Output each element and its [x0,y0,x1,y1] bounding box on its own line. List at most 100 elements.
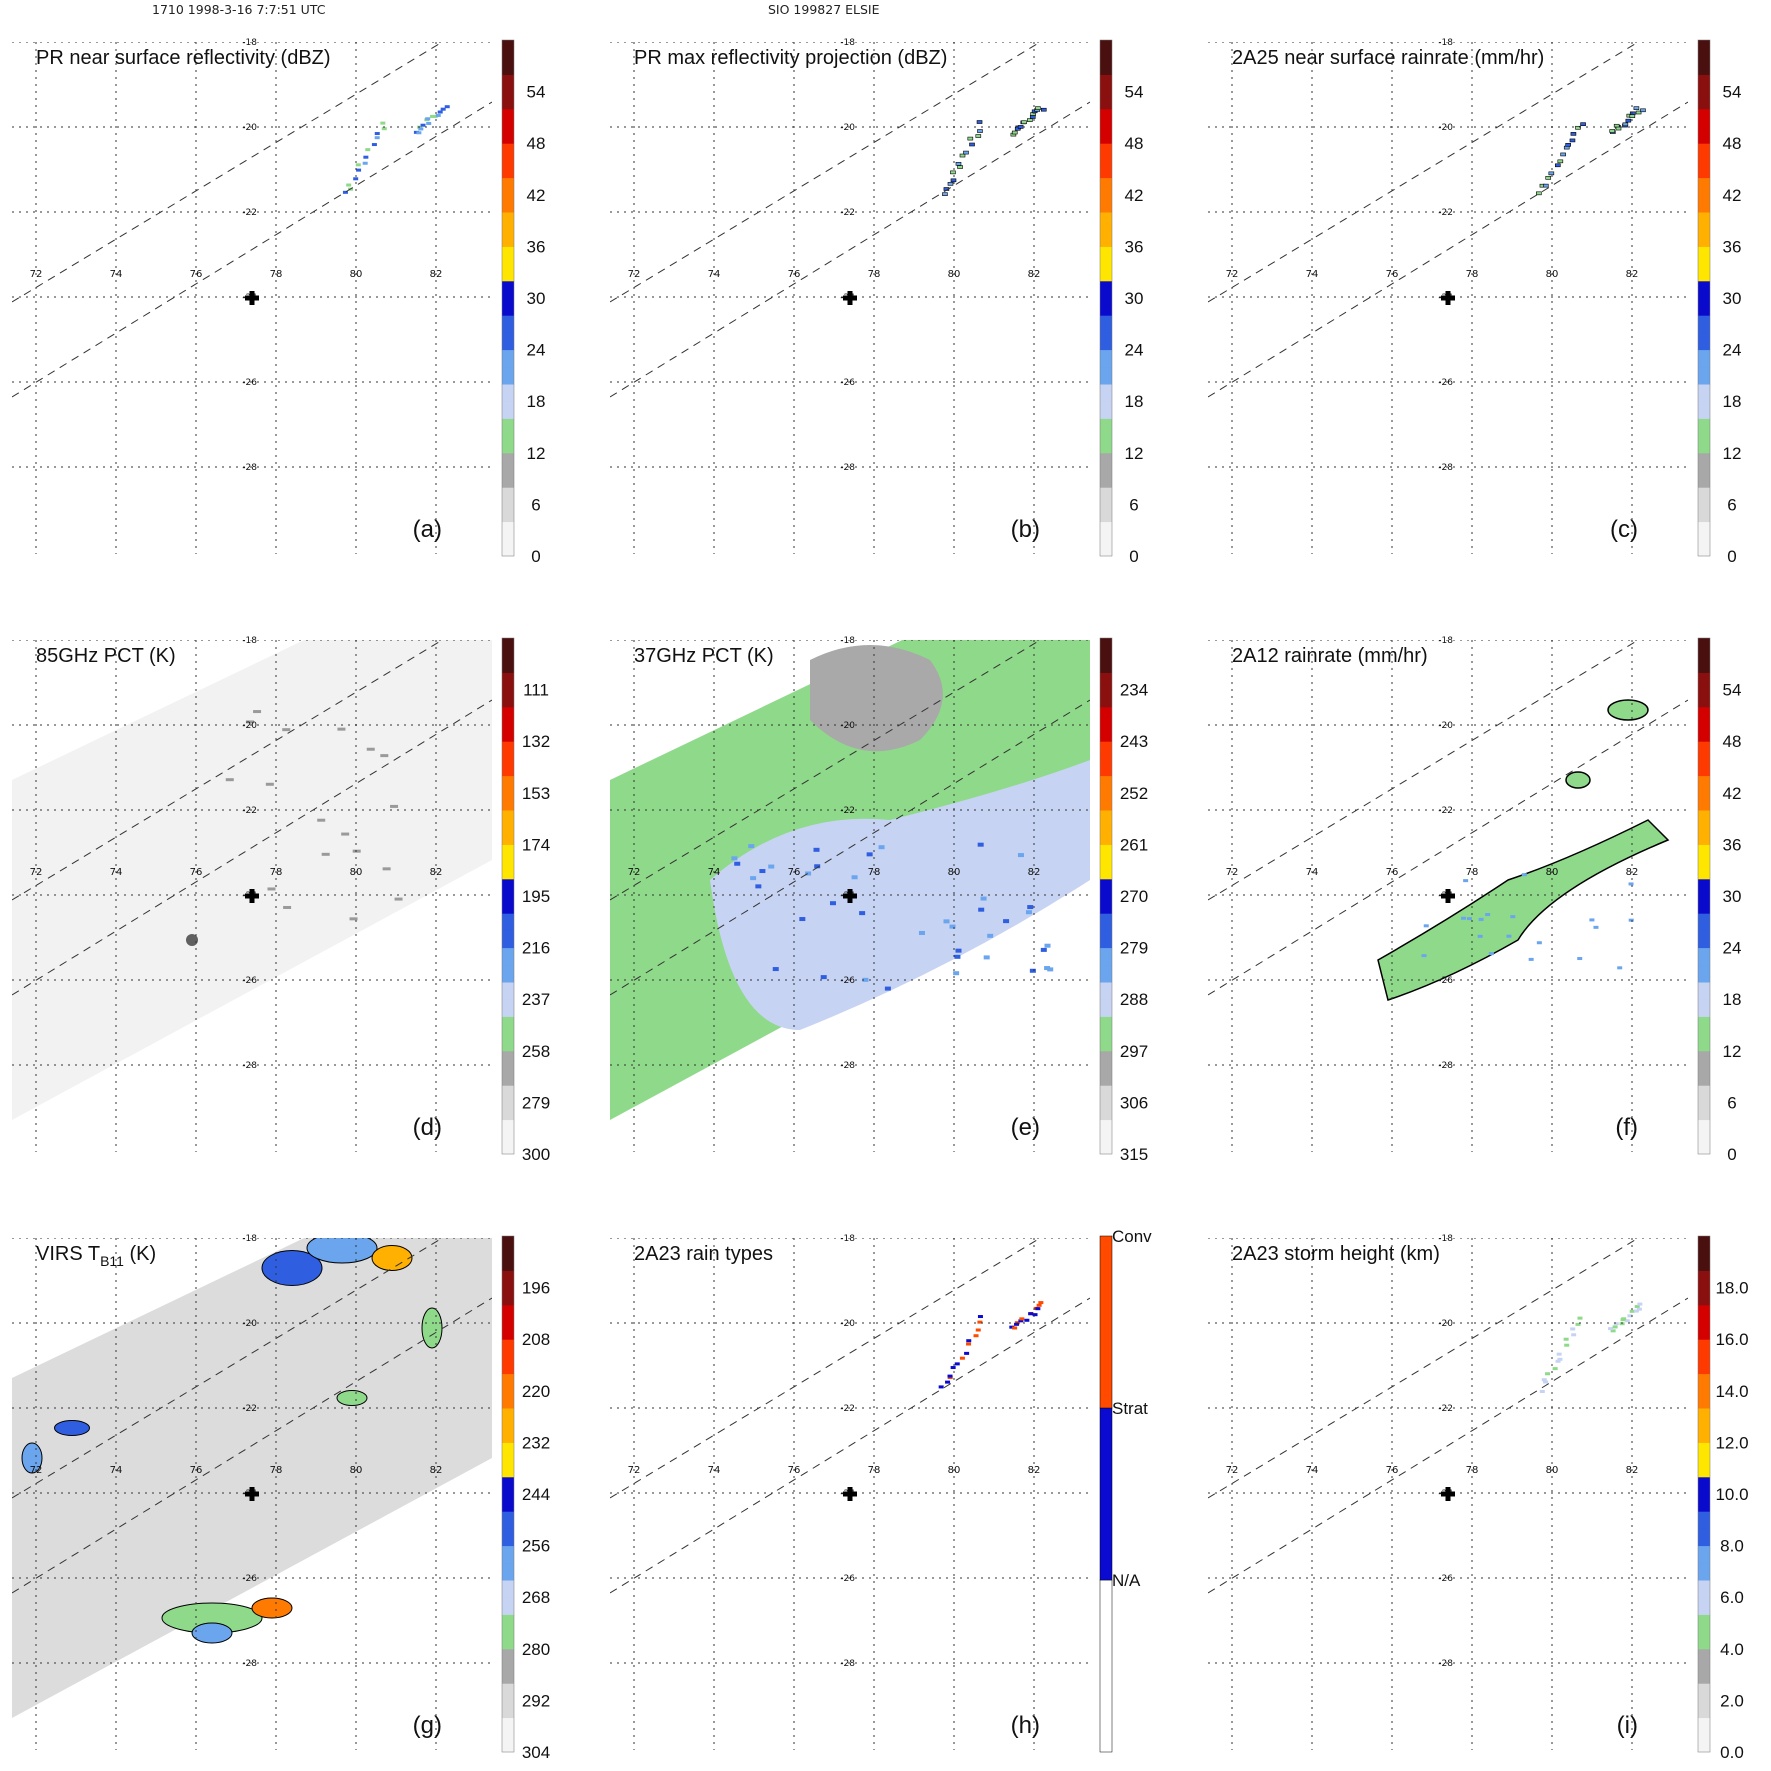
colorbar-tick-label: 24 [1723,341,1742,360]
lon-tick-label: 72 [628,867,641,878]
colorbar-segment [1100,470,1112,488]
colorbar-segment [502,1408,514,1426]
rain-pixel [878,845,885,850]
lat-tick-label: -22 [1438,806,1453,816]
cold-pixel [380,754,389,758]
colorbar-segment [1698,315,1710,333]
colorbar-segment [502,982,514,1000]
storm-center-cross-icon [1441,291,1455,305]
colorbar-segment [1698,1683,1710,1701]
colorbar-segment [502,143,514,161]
rain-pixel [851,875,858,880]
colorbar-segment [1100,332,1112,351]
colorbar-segment [1698,1119,1710,1138]
colorbar-segment [1698,366,1710,385]
echo-pixel [365,148,371,152]
colorbar-segment [1698,280,1710,299]
colorbar-tick-label: 288 [1120,990,1148,1009]
echo-pixel [1027,118,1033,122]
colorbar-segment [502,1631,514,1650]
colorbar-segment [502,896,514,914]
echo-pixel [429,114,435,118]
echo-pixel [425,117,431,121]
echo-pixel [1545,176,1552,180]
rain-pixel [1488,952,1494,956]
colorbar-segment [502,177,514,196]
storm-center-cross-icon [245,1487,259,1501]
lat-tick-label: -22 [840,806,855,816]
colorbar-segment [502,160,514,179]
colorbar-segment [1100,844,1112,863]
rain-pixel [978,907,985,912]
rain-pixel [943,919,950,924]
colorbar-segment [1099,1579,1113,1753]
echo-pixel [381,127,387,131]
colorbar-segment [1698,177,1710,196]
echo-pixel [977,129,983,133]
echo-pixel [1542,183,1549,188]
rain-pixel [884,986,891,991]
colorbar-segment [502,1050,514,1069]
colorbar-tick-label: 18.0 [1715,1279,1748,1298]
rain-pixel [1628,882,1634,886]
colorbar-segment [502,298,514,316]
cold-pixel [317,818,326,822]
rain-pixel [1029,968,1036,973]
colorbar-segment [1100,435,1112,454]
rain-pixel [1506,934,1512,938]
colorbar-segment [1100,487,1112,505]
lon-tick-label: 76 [1386,867,1399,878]
colorbar-segment [1698,504,1710,523]
echo-pixel [1009,1325,1015,1329]
colorbar-tick-label: 6 [1727,495,1736,514]
panel-title: 2A23 storm height (km) [1232,1243,1440,1265]
lat-tick-label: -28 [1438,463,1453,473]
swath-edge [610,42,1042,303]
colorbar-segment [502,1068,514,1086]
echo-pixel [1539,1390,1545,1394]
cloud-blob [251,1597,293,1619]
colorbar-segment [502,1597,514,1615]
colorbar-segment [1698,1270,1710,1289]
colorbar-tick-label: 195 [522,887,550,906]
swath-edge [1208,1297,1688,1594]
colorbar-tick-label: 54 [527,83,546,102]
swath-edge [12,640,444,901]
echo-pixel [967,136,974,141]
colorbar-segment [502,229,514,247]
rain-pixel [1536,941,1542,945]
colorbar-segment [1698,349,1710,368]
panel-plot-area [1208,640,1688,1152]
rain-pixel [813,847,820,852]
colorbar-segment [1698,1442,1710,1461]
colorbar-segment [502,1459,514,1478]
colorbar-tick-label: 270 [1120,887,1148,906]
lon-tick-label: 82 [1028,269,1041,280]
echo-pixel [1629,111,1636,116]
colorbar-tick-label: 36 [1723,237,1742,256]
echo-pixel [977,1315,983,1319]
swath-edge [1208,101,1688,398]
rain-pixel [980,896,987,901]
rain-pixel [768,864,775,869]
colorbar-segment [1698,1717,1710,1736]
colorbar-tick-label: 0 [1727,1145,1736,1164]
echo-pixel [1633,106,1640,110]
colorbar-segment [1100,160,1112,179]
colorbar-segment [1099,1407,1113,1581]
colorbar-segment [1698,1287,1710,1306]
lat-tick-label: -28 [840,463,855,473]
colorbar-segment [1698,1068,1710,1086]
cold-pixel [321,852,330,856]
echo-pixel [959,1356,965,1360]
colorbar-segment [1100,930,1112,949]
rain-band [1377,819,1670,1001]
colorbar-segment [502,349,514,368]
echo-pixel [1032,1313,1038,1317]
echo-pixel [966,1339,972,1343]
colorbar-segment [1698,741,1710,759]
colorbar-tick-label: 244 [522,1485,550,1504]
